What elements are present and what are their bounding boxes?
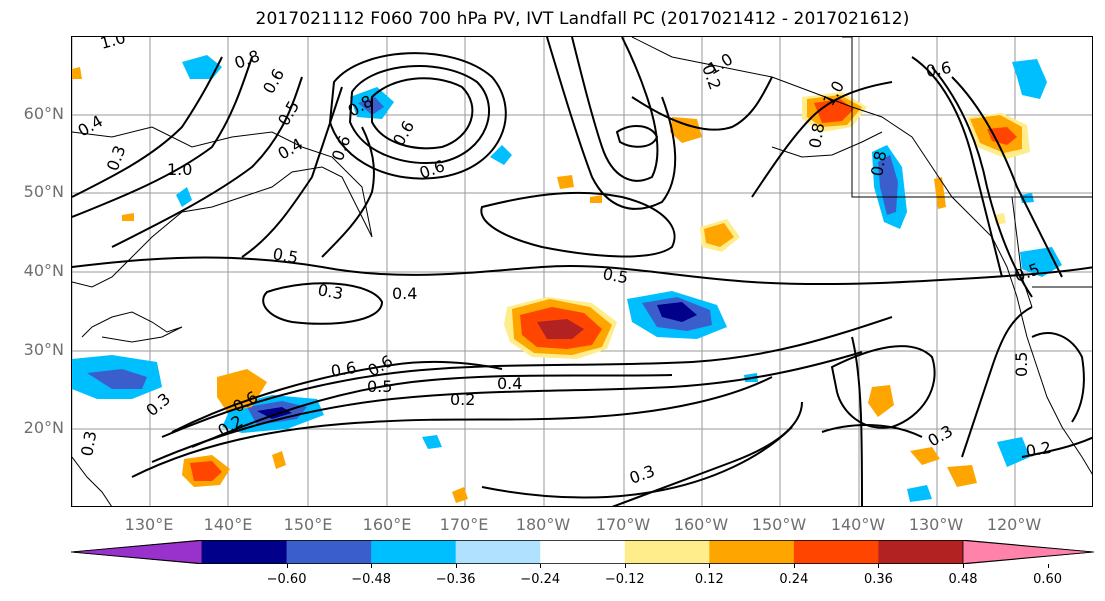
contour-label: 0.3 bbox=[142, 389, 174, 420]
positive-pv-anomalies bbox=[72, 67, 1030, 503]
colorbar-segment bbox=[455, 540, 541, 564]
lat-label-40n: 40°N bbox=[23, 261, 64, 280]
contour-label: 0.3 bbox=[925, 421, 957, 450]
colorbar-extend-max bbox=[962, 540, 1094, 564]
colorbar-tickmark bbox=[455, 564, 457, 568]
contour-label: 0.8 bbox=[867, 149, 890, 177]
lat-label-20n: 20°N bbox=[23, 418, 64, 437]
contour-label: 0.6 bbox=[329, 358, 357, 381]
colorbar-segment bbox=[540, 540, 626, 564]
contour-label: 0.2 bbox=[450, 390, 475, 409]
contour-label: 0.3 bbox=[77, 429, 100, 457]
colorbar-segment bbox=[371, 540, 457, 564]
lon-label-170e: 170°E bbox=[439, 515, 489, 534]
contour-label: 0.5 bbox=[274, 97, 303, 129]
colorbar-tick-label: 0.24 bbox=[779, 572, 809, 587]
colorbar-segment bbox=[793, 540, 879, 564]
lon-label-160e: 160°E bbox=[362, 515, 412, 534]
lon-label-160w: 160°W bbox=[673, 515, 729, 534]
colorbar-tickmark bbox=[793, 564, 795, 568]
contour-label: 0.6 bbox=[389, 117, 418, 149]
colorbar-tick-label: −0.24 bbox=[520, 572, 561, 587]
map-title: 2017021112 F060 700 hPa PV, IVT Landfall… bbox=[255, 9, 910, 29]
lat-label-50n: 50°N bbox=[23, 182, 64, 201]
lon-label-120w: 120°W bbox=[986, 515, 1042, 534]
colorbar-segment bbox=[624, 540, 710, 564]
lat-label-60n: 60°N bbox=[23, 104, 64, 123]
lon-label-150e: 150°E bbox=[283, 515, 333, 534]
colorbar-segment bbox=[202, 540, 288, 564]
contour-label: 0.4 bbox=[392, 284, 417, 303]
contour-label: 0.3 bbox=[627, 461, 657, 488]
colorbar-segment bbox=[709, 540, 795, 564]
colorbar-tickmark bbox=[540, 564, 542, 568]
colorbar-tick-label: −0.48 bbox=[351, 572, 392, 587]
contour-label: 1.0 bbox=[98, 37, 128, 53]
contour-label: 0.5 bbox=[1012, 352, 1031, 377]
colorbar-tick-label: 0.12 bbox=[694, 572, 724, 587]
colorbar-tickmark bbox=[286, 564, 288, 568]
lon-label-130w: 130°W bbox=[908, 515, 964, 534]
colorbar-extend-min bbox=[71, 540, 203, 564]
colorbar-tickmark bbox=[709, 564, 711, 568]
colorbar-tick-label: −0.60 bbox=[266, 572, 307, 587]
colorbar-segment bbox=[286, 540, 372, 564]
contour-label: 0.6 bbox=[328, 133, 355, 163]
colorbar bbox=[71, 540, 1094, 564]
contour-label: 0.3 bbox=[316, 280, 344, 303]
map-panel: 1.0 0.8 0.6 0.4 0.3 1.0 0.5 0.4 0.6 0.8 0.6 0.6 0.2 1… bbox=[71, 36, 1093, 507]
lon-label-150w: 150°W bbox=[751, 515, 807, 534]
contour-label: 0.6 bbox=[417, 156, 447, 183]
colorbar-outline bbox=[71, 540, 1094, 564]
contour-label: 0.6 bbox=[259, 65, 288, 97]
colorbar-tickmark bbox=[878, 564, 880, 568]
colorbar-tickmark bbox=[371, 564, 373, 568]
contour-label: 0.5 bbox=[601, 264, 629, 287]
colorbar-tick-label: 0.36 bbox=[863, 572, 893, 587]
colorbar-tick-label: 0.48 bbox=[948, 572, 978, 587]
contour-label: 1.0 bbox=[167, 160, 192, 179]
colorbar-tickmark bbox=[1047, 564, 1049, 568]
colorbar-tick-label: 0.60 bbox=[1033, 572, 1063, 587]
coastlines bbox=[72, 37, 1092, 506]
colorbar-tick-label: −0.12 bbox=[604, 572, 645, 587]
contour-label: 0.8 bbox=[232, 46, 262, 73]
lon-label-140e: 140°E bbox=[203, 515, 253, 534]
lon-label-170w: 170°W bbox=[595, 515, 651, 534]
colorbar-tickmark bbox=[963, 564, 964, 568]
lon-label-140w: 140°W bbox=[830, 515, 886, 534]
colorbar-segment bbox=[878, 540, 964, 564]
contour-label: 0.2 bbox=[1024, 438, 1052, 461]
contour-label: 0.8 bbox=[805, 121, 828, 149]
contour-label: 0.6 bbox=[924, 58, 952, 81]
colorbar-tick-label: −0.36 bbox=[435, 572, 476, 587]
contour-label: 0.4 bbox=[275, 134, 307, 163]
lon-label-130e: 130°E bbox=[124, 515, 174, 534]
contour-label: 0.5 bbox=[271, 244, 299, 267]
negative-pv-anomalies bbox=[72, 55, 1062, 502]
pv-contour-lines bbox=[72, 37, 1092, 506]
lon-label-180w: 180°W bbox=[515, 515, 571, 534]
colorbar-tickmark bbox=[624, 564, 626, 568]
map-canvas: 1.00.80.60.40.3 1.00.50.4 0.60.80.60.60.21… bbox=[72, 37, 1092, 506]
contour-label: 0.4 bbox=[497, 374, 522, 393]
lat-label-30n: 30°N bbox=[23, 340, 64, 359]
contour-label: 0.5 bbox=[367, 377, 392, 396]
